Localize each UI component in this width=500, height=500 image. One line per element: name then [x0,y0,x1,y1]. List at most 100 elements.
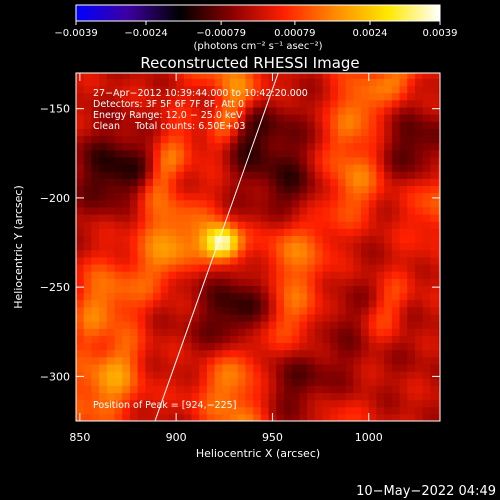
heatmap-cell [391,92,401,101]
heatmap-cell [153,328,162,336]
heatmap-cell [76,399,85,408]
heatmap-cell [361,142,370,151]
heatmap-cell [337,92,347,101]
heatmap-cell [291,285,301,294]
heatmap-cell [260,242,270,251]
heatmap-cell [322,92,331,101]
heatmap-cell [284,235,293,244]
heatmap-cell [206,385,216,394]
heatmap-cell [137,299,146,308]
heatmap-cell [83,349,93,358]
heatmap-cell [222,185,231,194]
heatmap-cell [407,156,416,165]
heatmap-cell [106,171,116,179]
heatmap-cell [129,142,139,151]
heatmap-cell [414,135,424,144]
heatmap-cell [299,371,308,379]
heatmap-cell [137,328,146,336]
heatmap-cell [438,363,440,372]
heatmap-cell [345,263,354,272]
heatmap-cell [407,392,416,401]
heatmap-cell [407,256,416,265]
heatmap-cell [106,178,116,187]
heatmap-cell [291,178,301,187]
heatmap-cell [99,399,108,408]
heatmap-cell [145,73,154,79]
heatmap-cell [276,164,285,172]
heatmap-cell [376,185,385,194]
heatmap-cell [168,121,177,129]
heatmap-cell [268,106,277,115]
heatmap-cell [307,413,316,421]
heatmap-cell [260,199,270,208]
heatmap-cell [407,328,416,336]
heatmap-cell [191,135,200,144]
heatmap-cell [206,263,216,272]
heatmap-cell [399,78,408,87]
heatmap-cell [137,221,146,229]
heatmap-cell [214,256,223,265]
heatmap-cell [337,149,347,158]
heatmap-cell [322,342,331,351]
heatmap-cell [307,185,316,194]
heatmap-cell [191,156,200,165]
heatmap-cell [438,192,440,201]
heatmap-cell [91,306,100,315]
heatmap-cell [284,228,293,236]
heatmap-cell [345,378,354,386]
heatmap-cell [307,363,316,372]
heatmap-cell [414,199,424,208]
heatmap-cell [291,299,301,308]
heatmap-cell [345,171,354,179]
heatmap-cell [160,292,170,301]
heatmap-cell [299,306,308,315]
heatmap-cell [291,128,301,137]
heatmap-cell [268,371,277,379]
heatmap-cell [345,313,354,322]
colorbar-tick-label: −0.0039 [54,28,97,39]
heatmap-cell [322,413,331,421]
heatmap-cell [407,128,416,137]
heatmap-cell [129,121,139,129]
heatmap-cell [407,92,416,101]
heatmap-cell [129,399,139,408]
heatmap-cell [153,156,162,165]
heatmap-cell [153,149,162,158]
heatmap-cell [245,185,254,194]
heatmap-cell [199,413,208,421]
heatmap-cell [199,73,208,79]
heatmap-cell [214,99,223,108]
heatmap-cell [276,328,285,336]
heatmap-cell [291,121,301,129]
heatmap-cell [322,292,331,301]
heatmap-cell [361,356,370,365]
heatmap-cell [345,235,354,244]
heatmap-cell [137,342,146,351]
heatmap-cell [407,142,416,151]
heatmap-cell [191,185,200,194]
heatmap-cell [414,164,424,172]
heatmap-cell [237,185,247,194]
heatmap-cell [284,92,293,101]
heatmap-cell [76,392,85,401]
heatmap-cell [153,206,162,215]
heatmap-cell [160,128,170,137]
heatmap-cell [430,171,439,179]
heatmap-cell [291,349,301,358]
heatmap-cell [114,85,123,94]
heatmap-cell [160,271,170,279]
colorbar: −0.0039 −0.0024 −0.00079 0.00079 0.0024 0.003… [54,4,458,52]
heatmap-cell [361,228,370,236]
heatmap-cell [214,128,223,137]
heatmap-cell [122,371,131,379]
heatmap-cell [253,85,262,94]
heatmap-cell [291,206,301,215]
heatmap-cell [368,178,378,187]
heatmap-cell [253,299,262,308]
heatmap-cell [214,378,223,386]
heatmap-cell [422,363,431,372]
heatmap-cell [422,392,431,401]
heatmap-cell [276,263,285,272]
heatmap-cell [199,171,208,179]
heatmap-cell [99,413,108,421]
